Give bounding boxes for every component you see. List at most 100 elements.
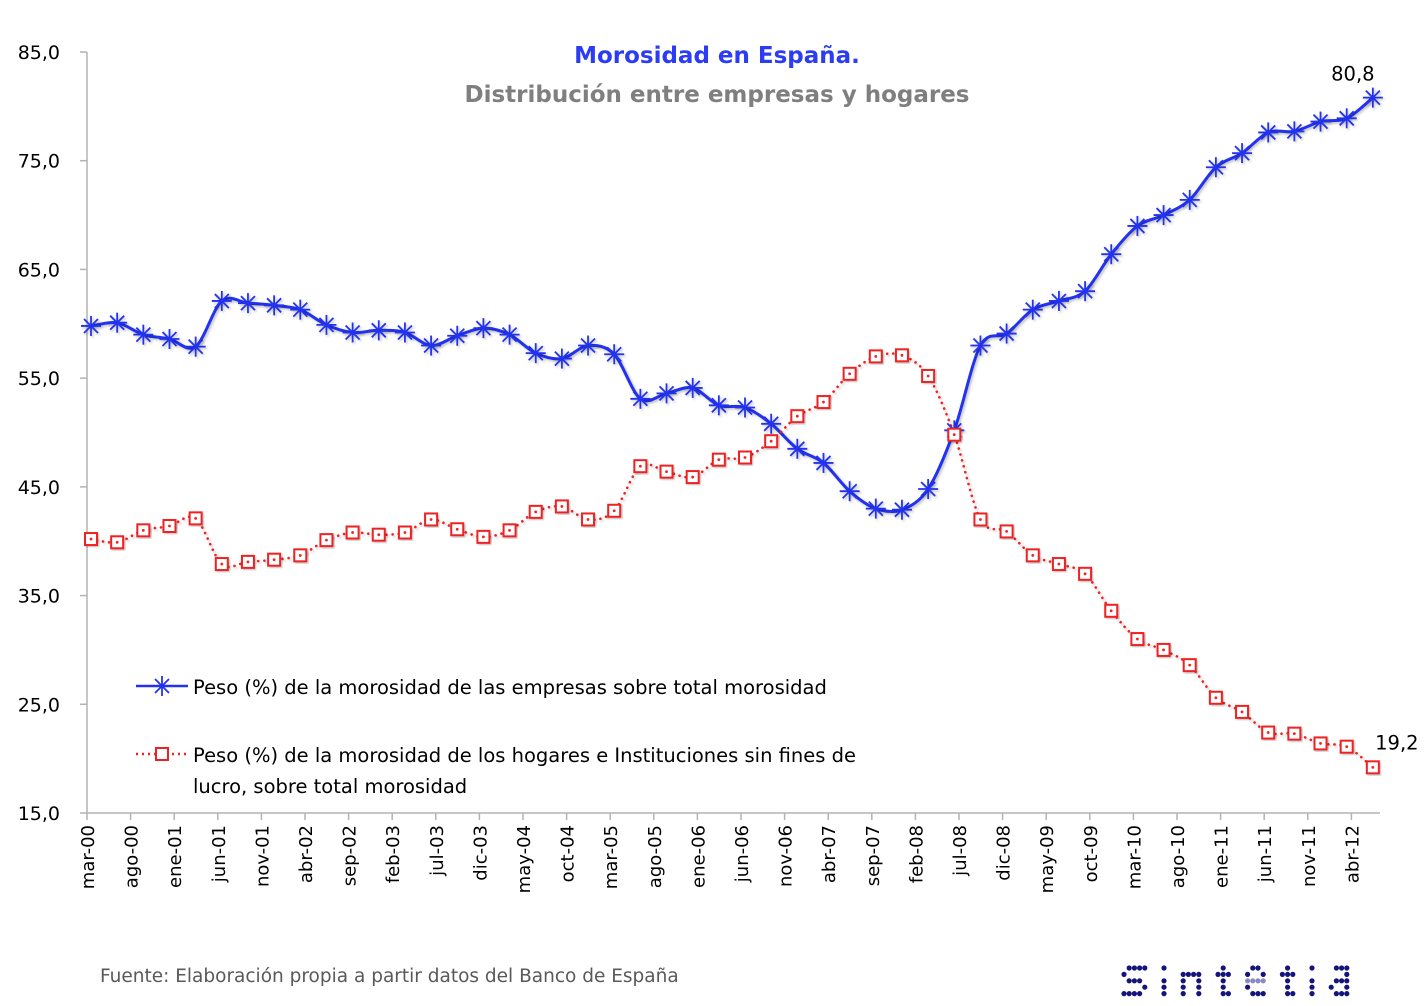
logo-dot: [1333, 978, 1339, 984]
logo-dot: [1220, 965, 1226, 971]
data-point-hogares: [999, 524, 1014, 539]
data-point-empresas: [421, 335, 442, 356]
logo-dot: [1220, 984, 1226, 990]
data-point-hogares: [450, 522, 465, 537]
data-point-hogares: [790, 409, 805, 424]
data-point-hogares: [1287, 726, 1302, 741]
x-tick-label: feb-03: [383, 825, 404, 883]
logo-dot: [1250, 965, 1256, 971]
data-point-empresas: [1179, 189, 1200, 210]
logo-dot: [1225, 971, 1231, 977]
x-tick-label: ago-10: [1168, 825, 1189, 888]
data-point-empresas: [368, 320, 389, 341]
logo-dot: [1161, 991, 1167, 997]
data-point-empresas: [473, 318, 494, 339]
logo-dot: [1255, 978, 1261, 984]
data-point-hogares: [816, 395, 831, 410]
logo-dot: [1137, 965, 1143, 971]
data-point-empresas: [839, 481, 860, 502]
logo-dot: [1196, 991, 1202, 997]
data-point-empresas: [1284, 121, 1305, 142]
data-point-hogares: [947, 427, 962, 442]
x-tick-label: ene-06: [688, 825, 709, 888]
data-point-hogares: [1078, 566, 1093, 581]
logo-dot: [1220, 991, 1226, 997]
data-point-hogares: [136, 523, 151, 538]
data-point-hogares: [476, 529, 491, 544]
logo-dot: [1131, 978, 1137, 984]
x-tick-label: jun-06: [732, 825, 753, 883]
logo-dot: [1309, 991, 1315, 997]
data-point-empresas: [394, 322, 415, 343]
x-tick-label: nov-01: [252, 825, 273, 887]
data-point-hogares: [1261, 725, 1276, 740]
data-point-hogares: [685, 470, 700, 485]
data-point-hogares: [711, 452, 726, 467]
legend-label-empresas: Peso (%) de la morosidad de las empresas…: [193, 676, 827, 699]
x-tick-label: oct-04: [558, 825, 579, 882]
data-point-empresas: [290, 299, 311, 320]
logo-dot: [1339, 991, 1345, 997]
x-tick-label: mar-05: [601, 825, 622, 889]
data-point-hogares: [738, 450, 752, 465]
legend: Peso (%) de la morosidad de las empresas…: [136, 676, 856, 798]
x-tick-label: jul-03: [427, 825, 448, 877]
data-point-hogares: [345, 525, 360, 540]
y-tick-label: 65,0: [18, 259, 60, 281]
logo-dot: [1344, 965, 1350, 971]
source-note: Fuente: Elaboración propia a partir dato…: [100, 966, 679, 987]
logo-dot: [1260, 991, 1266, 997]
logo-dot: [1137, 991, 1143, 997]
logo-dot: [1309, 984, 1315, 990]
logo-dot: [1196, 978, 1202, 984]
data-point-hogares: [894, 348, 909, 363]
logo-dot: [1285, 971, 1291, 977]
x-tick-label: may-09: [1037, 825, 1058, 893]
x-tick-label: oct-09: [1081, 825, 1102, 882]
logo-dot: [1309, 978, 1315, 984]
logo-dot: [1333, 991, 1339, 997]
data-point-hogares: [633, 459, 648, 474]
logo-dot: [1196, 984, 1202, 990]
data-point-empresas: [525, 343, 546, 364]
data-point-empresas: [185, 336, 206, 357]
data-point-empresas: [1232, 143, 1253, 164]
logo-dot: [1215, 971, 1221, 977]
data-point-empresas: [264, 295, 285, 316]
data-point-hogares: [502, 523, 517, 538]
logo-dot: [1285, 978, 1291, 984]
x-tick-label: ago-05: [645, 825, 666, 888]
x-tick-label: abr-02: [296, 825, 317, 883]
data-point-empresas: [996, 323, 1017, 344]
logo-dot: [1250, 978, 1256, 984]
data-point-empresas: [499, 324, 520, 345]
data-point-empresas: [630, 388, 651, 409]
data-point-empresas: [1205, 157, 1226, 178]
logo-dot: [1339, 965, 1345, 971]
logo-dot: [1137, 978, 1143, 984]
data-point-empresas: [447, 325, 468, 346]
data-point-empresas: [1101, 244, 1122, 265]
data-point-empresas: [735, 397, 755, 418]
data-point-hogares: [1339, 739, 1354, 754]
logo-dot: [1142, 984, 1148, 990]
logo-dot: [1309, 965, 1315, 971]
data-point-empresas: [551, 348, 572, 369]
data-point-hogares: [188, 511, 203, 526]
logo-dot: [1131, 991, 1137, 997]
logo-dot: [1191, 971, 1197, 977]
data-point-hogares: [659, 464, 674, 479]
data-point-hogares: [1313, 736, 1328, 751]
data-point-empresas: [316, 314, 337, 335]
data-point-hogares: [607, 503, 622, 518]
x-tick-label: abr-07: [819, 825, 840, 883]
legend-item-hogares: Peso (%) de la morosidad de los hogares …: [136, 744, 856, 798]
logo-dot: [1344, 978, 1350, 984]
data-point-hogares: [1365, 760, 1380, 775]
data-point-empresas: [1310, 111, 1331, 132]
y-tick-label: 55,0: [18, 368, 60, 390]
x-tick-label: dic-08: [994, 825, 1015, 881]
logo-dot: [1339, 978, 1345, 984]
data-point-empresas: [682, 377, 703, 398]
x-tick-label: sep-07: [863, 825, 884, 886]
